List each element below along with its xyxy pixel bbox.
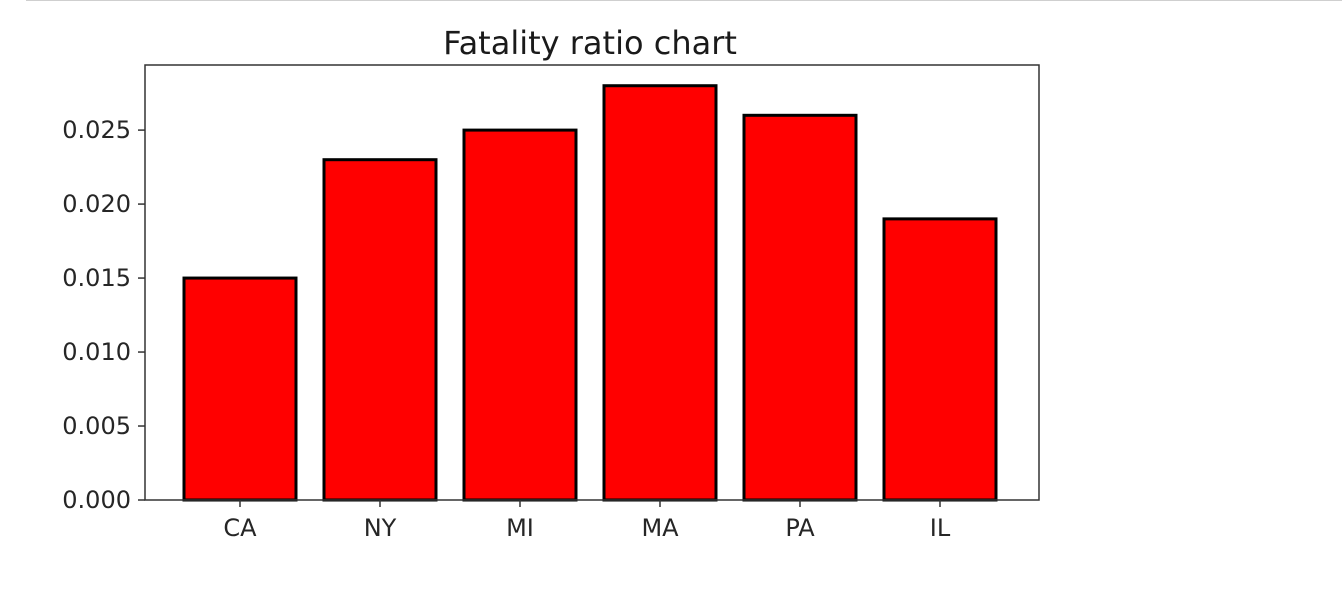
x-tick-label: CA	[223, 514, 257, 542]
x-tick-label: IL	[930, 514, 951, 542]
bar-il	[882, 217, 998, 502]
y-tick-label: 0.015	[62, 264, 131, 292]
bar-mi	[462, 128, 578, 502]
y-tick-label: 0.005	[62, 412, 131, 440]
bar-ma	[602, 84, 718, 502]
plot-area-frame	[144, 64, 1040, 501]
x-tick-label: PA	[785, 514, 815, 542]
y-tick-label: 0.025	[62, 116, 131, 144]
x-tick-label: NY	[364, 514, 397, 542]
x-tick-label: MA	[641, 514, 679, 542]
y-axis-ticks: 0.000 0.005 0.010 0.015 0.020 0.025	[62, 116, 145, 514]
y-tick-label: 0.000	[62, 486, 131, 514]
bars-group	[182, 84, 998, 502]
y-tick-label: 0.020	[62, 190, 131, 218]
bar-pa	[742, 113, 858, 502]
notebook-cell-border	[26, 0, 1342, 1]
chart-title: Fatality ratio chart	[443, 24, 737, 62]
x-tick-label: MI	[506, 514, 534, 542]
x-axis-ticks: CA NY MI MA PA IL	[223, 500, 951, 542]
bar-ny	[322, 158, 438, 502]
bar-ca	[182, 276, 298, 502]
y-tick-label: 0.010	[62, 338, 131, 366]
